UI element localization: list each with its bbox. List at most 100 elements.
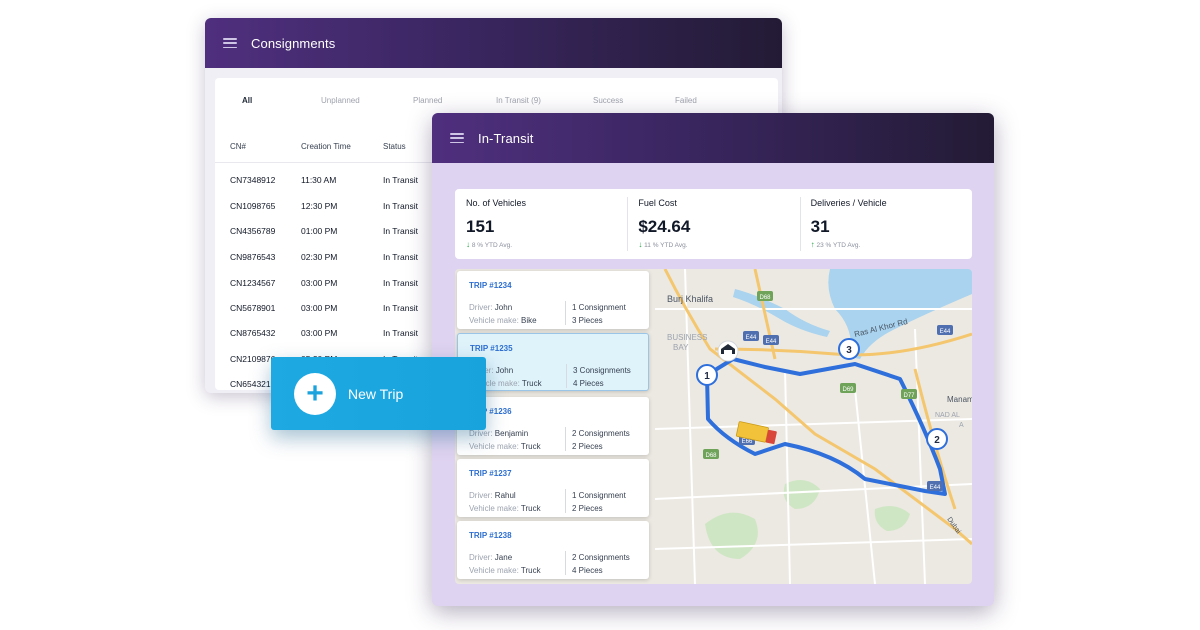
table-row[interactable]: CN654321 [215,371,778,393]
consignments-title: Consignments [251,35,336,51]
trip-id: TRIP #1236 [469,407,512,416]
kpi-trend: ↓ 8 % YTD Avg. [466,240,627,249]
tab-unplanned[interactable]: Unplanned [321,96,360,105]
trip-vehicle: Vehicle make: Truck [469,566,541,575]
table-row[interactable]: CN7348912 11:30 AM In Transit [215,167,778,192]
trip-card[interactable]: TRIP #1236 Driver: Benjamin Vehicle make… [457,397,649,455]
stop-marker-3[interactable]: 3 [838,338,860,360]
svg-text:D68: D68 [759,295,771,301]
svg-text:E44: E44 [930,485,941,491]
map-label-manama: Manam [947,395,972,404]
svg-text:D77: D77 [903,393,915,399]
vehicle-make: Truck [520,504,541,513]
driver-label: Driver: [469,303,493,312]
trip-list: TRIP #1234 Driver: John Vehicle make: Bi… [455,269,653,584]
in-transit-titlebar: In-Transit [432,113,994,163]
svg-text:E44: E44 [940,329,951,335]
vehicle-label: Vehicle make: [469,566,519,575]
vehicle-make: Truck [521,379,542,388]
trip-card[interactable]: TRIP #1234 Driver: John Vehicle make: Bi… [457,271,649,329]
table-row[interactable]: CN1234567 03:00 PM In Transit [215,270,778,295]
menu-icon[interactable] [223,38,237,48]
park-area [783,480,820,509]
trip-pieces: 2 Pieces [572,504,603,513]
map-label-bay: BAY [673,343,689,352]
map-panel: D68 E44 E44 D69 D77 [455,269,972,584]
cell-cn: CN8765432 [230,328,276,338]
cell-time: 01:00 PM [301,226,338,236]
trip-id: TRIP #1238 [469,531,512,540]
table-row[interactable]: CN4356789 01:00 PM In Transit [215,218,778,243]
kpi-row: No. of Vehicles 151 ↓ 8 % YTD Avg. Fuel … [455,189,972,259]
road-badge: E44 [763,335,779,345]
tab-planned[interactable]: Planned [413,96,443,105]
table-row[interactable]: CN1098765 12:30 PM In Transit [215,193,778,218]
vehicle-label: Vehicle make: [469,504,519,513]
menu-icon[interactable] [450,133,464,143]
trip-id: TRIP #1234 [469,281,512,290]
kpi-trend: ↓ 11 % YTD Avg. [638,240,799,249]
trip-consignments: 2 Consignments [572,553,630,562]
cell-cn: CN4356789 [230,226,276,236]
in-transit-title: In-Transit [478,130,534,146]
driver-name: John [495,366,514,375]
column-header-status[interactable]: Status [383,142,406,151]
canal-water [733,289,830,337]
table-row[interactable]: CN9876543 02:30 PM In Transit [215,244,778,269]
tab-all[interactable]: All [223,96,271,117]
trip-card[interactable]: TRIP #1238 Driver: Jane Vehicle make: Tr… [457,521,649,579]
svg-text:E44: E44 [746,335,757,341]
tab-success[interactable]: Success [593,96,624,105]
park-area [874,505,910,531]
arrow-down-icon: ↓ [466,240,470,249]
cell-status: In Transit [383,226,418,236]
map-label-nad-al: NAD AL [935,412,960,419]
cell-status: In Transit [383,328,418,338]
trip-consignments: 3 Consignments [573,366,631,375]
stop-marker-1[interactable]: 1 [696,364,718,386]
trip-card[interactable]: TRIP #1237 Driver: Rahul Vehicle make: T… [457,459,649,517]
card-divider [565,489,566,513]
kpi-trend-text: 11 % YTD Avg. [644,242,688,249]
trip-pieces: 2 Pieces [572,442,603,451]
tab-in-transit[interactable]: In Transit (9) [496,96,541,105]
new-trip-label: New Trip [348,385,404,402]
column-header-creation-time[interactable]: Creation Time [301,142,351,151]
table-row[interactable]: CN8765432 03:00 PM In Transit [215,320,778,345]
trip-pieces: 4 Pieces [573,379,604,388]
card-divider [565,551,566,575]
cell-cn: CN5678901 [230,303,276,313]
table-row[interactable]: CN5678901 03:00 PM In Transit [215,295,778,320]
card-divider [565,427,566,451]
cell-status: In Transit [383,175,418,185]
cell-cn: CN2109876 [230,354,276,364]
kpi-label: Deliveries / Vehicle [810,198,887,208]
cell-time: 11:30 AM [301,175,337,185]
warehouse-icon[interactable] [717,340,739,362]
vehicle-make: Truck [520,442,541,451]
trip-card-selected[interactable]: TRIP #1235 Driver: John Vehicle make: Tr… [457,333,649,391]
driver-label: Driver: [469,553,493,562]
trip-vehicle: Vehicle make: Bike [469,316,537,325]
kpi-label: Fuel Cost [638,198,677,208]
truck-icon[interactable] [735,421,777,445]
cell-cn: CN1098765 [230,201,276,211]
cell-cn: CN7348912 [230,175,276,185]
kpi-trend-text: 8 % YTD Avg. [471,242,513,249]
stop-marker-2[interactable]: 2 [926,428,948,450]
cell-status: In Transit [383,278,418,288]
trip-vehicle: Vehicle make: Truck [469,504,541,513]
vehicle-label: Vehicle make: [469,316,519,325]
trip-vehicle: Vehicle make: Truck [469,442,541,451]
driver-label: Driver: [469,491,493,500]
column-header-cn[interactable]: CN# [230,142,247,151]
trip-id: TRIP #1235 [470,344,513,353]
trip-pieces: 3 Pieces [572,316,603,325]
road-badge: D68 [703,449,719,459]
svg-text:E44: E44 [766,339,777,345]
creek-water [828,269,972,359]
driver-name: Rahul [494,491,516,500]
tab-failed[interactable]: Failed [675,96,697,105]
new-trip-button[interactable]: + New Trip [271,357,486,430]
vehicle-make: Truck [520,566,541,575]
